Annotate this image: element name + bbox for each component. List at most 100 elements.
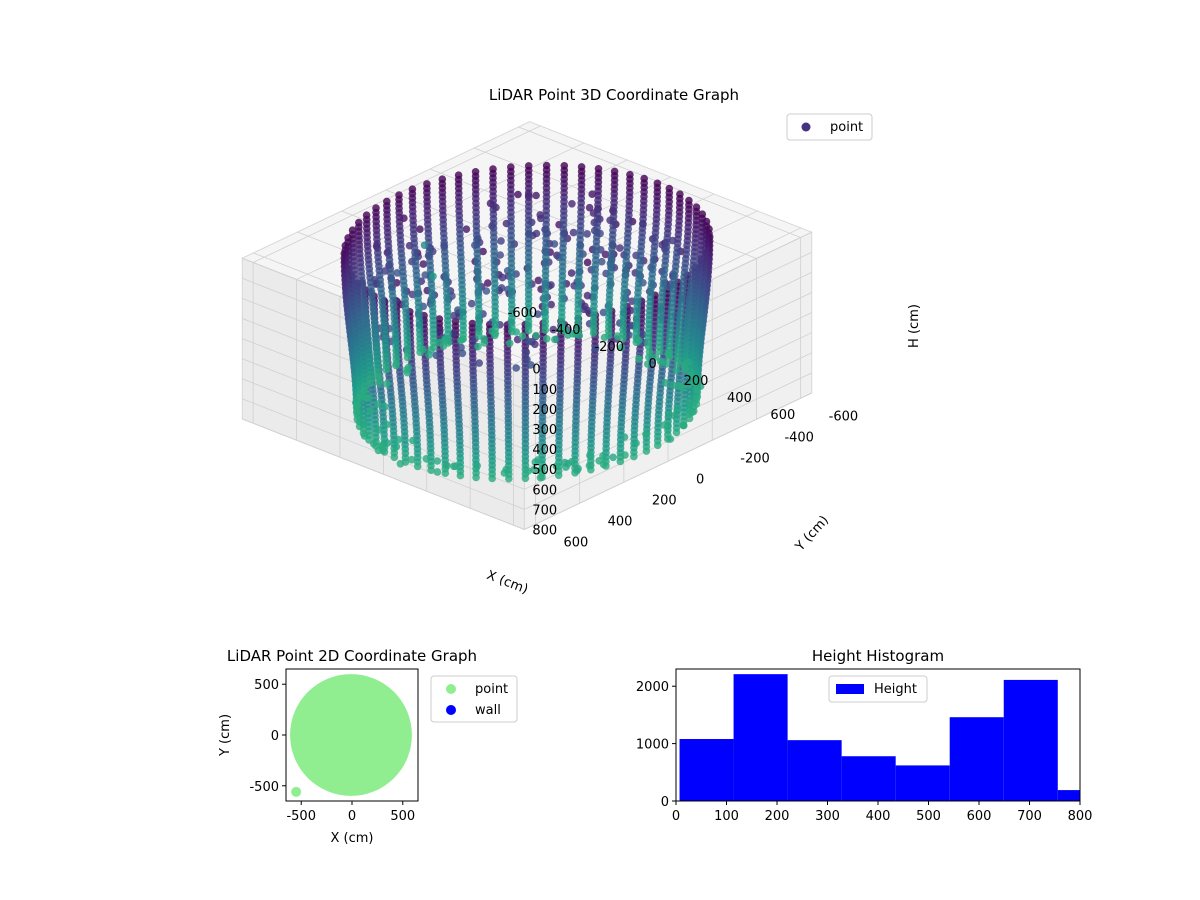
chart-3d-point: [660, 421, 669, 429]
grid-z-back: [242, 418, 525, 530]
histogram-legend-label: Height: [874, 682, 917, 697]
chart-3d-point: [552, 462, 561, 471]
chart-3d-points: [340, 161, 714, 483]
histogram-legend-swatch: [836, 684, 864, 694]
chart-3d-point: [360, 386, 369, 395]
chart-3d-point: [497, 284, 506, 292]
chart-3d-point: [696, 382, 705, 391]
chart-3d-point: [616, 244, 624, 252]
chart-3d-point: [392, 359, 401, 368]
chart-3d-point: [653, 179, 662, 188]
chart-3d-point: [524, 467, 532, 475]
chart-3d-point: [585, 461, 594, 470]
chart-3d-y-tick: 0: [696, 472, 704, 487]
chart-3d-point: [656, 357, 665, 366]
chart-3d-point: [475, 359, 484, 367]
chart-3d-point: [419, 260, 428, 268]
chart-2d-title: LiDAR Point 2D Coordinate Graph: [227, 647, 477, 665]
chart-3d-point: [429, 272, 437, 281]
chart-3d-point: [413, 462, 422, 471]
histogram-y-tick: 2000: [636, 680, 669, 695]
chart-3d-x-tick: 400: [727, 391, 752, 406]
chart-3d-xlabel: X (cm): [484, 568, 530, 597]
chart-3d-point: [627, 306, 635, 315]
chart-3d-point: [479, 247, 487, 256]
chart-3d-x-tick: -200: [594, 340, 624, 355]
chart-3d-point: [526, 361, 535, 369]
chart-3d-point: [366, 406, 375, 415]
chart-3d-point: [497, 237, 505, 245]
chart-3d-point: [583, 258, 592, 267]
chart-3d-point: [462, 225, 471, 233]
chart-3d-point: [507, 163, 515, 171]
grid-z-right: [524, 392, 812, 530]
chart-3d-point: [471, 168, 480, 176]
chart-3d-z-tick: 600: [532, 483, 557, 498]
histogram-bars: [679, 674, 1080, 801]
chart-3d-z-tick: 800: [532, 524, 557, 539]
chart-3d-point: [433, 468, 442, 476]
histogram-x-tick: 300: [815, 809, 840, 824]
chart-3d-z-tick: 400: [532, 443, 557, 458]
chart-3d-point: [599, 452, 607, 460]
chart-2d-y-tick: -500: [249, 780, 279, 795]
chart-2d-legend-marker-point: [446, 684, 456, 694]
chart-2d-points: [290, 674, 412, 797]
chart-3d-point: [416, 225, 424, 233]
chart-3d-point: [480, 339, 489, 347]
chart-3d-point: [512, 364, 520, 372]
chart-2d-x-tick: 500: [390, 809, 415, 824]
histogram-x-tick: 500: [916, 809, 941, 824]
chart-3d-point: [488, 474, 497, 483]
chart-3d-point: [674, 381, 683, 390]
chart-3d-point: [672, 366, 681, 375]
chart-3d-point: [549, 325, 558, 334]
chart-3d-point: [609, 453, 617, 462]
chart-3d-point: [524, 162, 533, 170]
chart-3d-point: [567, 269, 576, 277]
chart-3d-point: [382, 420, 391, 429]
chart-3d-point: [532, 331, 540, 340]
chart-3d-point: [432, 351, 441, 360]
chart-3d-point: [505, 474, 513, 483]
chart-3d-point: [420, 241, 429, 249]
chart-3d-ticks: -600 -400 -200 0 200 400 600 -600 -400 -200 0 200 40…: [508, 306, 858, 551]
histogram-x-tick: 700: [1017, 809, 1042, 824]
chart-3d-point: [457, 343, 465, 352]
chart-3d-point: [532, 191, 540, 200]
chart-2d-outlier-point: [291, 786, 302, 797]
chart-3d-point: [661, 379, 670, 387]
chart-3d-point: [643, 360, 652, 368]
histogram-x-tick: 200: [765, 809, 790, 824]
chart-3d-point: [684, 381, 692, 389]
chart-3d-point: [635, 336, 643, 345]
histogram-x-tick: 600: [967, 809, 992, 824]
chart-3d-point: [502, 465, 511, 474]
chart-3d-x-tick: 600: [770, 408, 795, 423]
chart-3d-title: LiDAR Point 3D Coordinate Graph: [489, 86, 739, 104]
histogram-bar: [787, 740, 842, 801]
chart-3d-point: [454, 171, 463, 179]
chart-3d-point: [377, 443, 386, 451]
histogram-frame: [675, 668, 1081, 802]
chart-3d-point: [692, 203, 701, 211]
chart-2d-point-cloud: [290, 674, 412, 796]
histogram-bar: [679, 739, 734, 801]
chart-3d-point: [429, 343, 438, 352]
chart-3d-point: [352, 408, 361, 417]
histogram-ticks: 0 100 200 300 400 500 600 700 800 0 1000 2000: [636, 680, 1093, 824]
chart-3d-point: [482, 287, 491, 295]
histogram-x-tick: 0: [672, 809, 680, 824]
chart-3d-point: [374, 425, 383, 434]
chart-3d-point: [698, 210, 707, 218]
chart-3d-z-tick: 300: [532, 423, 557, 438]
chart-2d-ticks: -500 0 500 -500 0 500: [249, 678, 415, 824]
chart-3d-point: [366, 379, 375, 388]
histogram-bar: [733, 674, 788, 801]
chart-3d-point: [353, 401, 362, 409]
chart-3d-point: [451, 462, 460, 471]
chart-3d-point: [669, 381, 677, 390]
chart-3d-point: [632, 439, 640, 448]
chart-3d-point: [458, 335, 467, 344]
chart-3d-y-tick: 200: [652, 493, 677, 508]
